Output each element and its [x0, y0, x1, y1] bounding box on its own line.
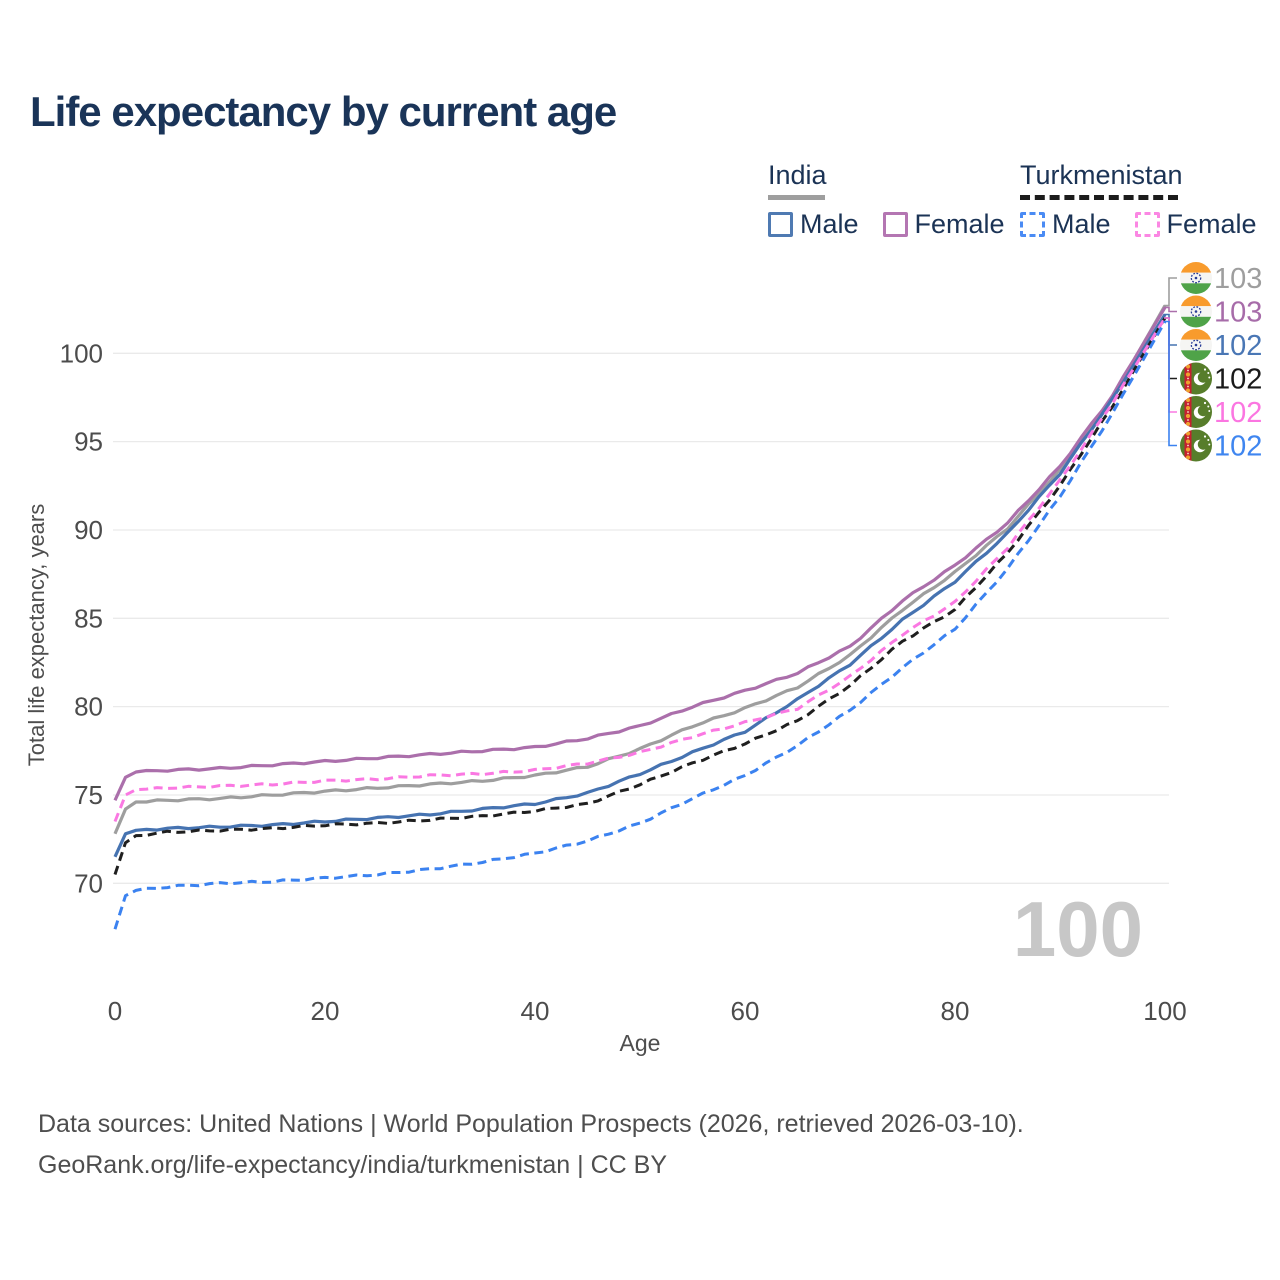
series-line-india-all[interactable] — [113, 304, 1167, 835]
y-tick-label-75: 75 — [74, 780, 103, 810]
india-male-swatch — [768, 212, 793, 237]
turkmenistan-female-swatch — [1134, 212, 1160, 237]
page-title: Life expectancy by current age — [30, 88, 617, 135]
legend-item-india-female[interactable]: Female — [882, 209, 1005, 240]
end-value-label-india-female: 103 — [1214, 297, 1262, 329]
x-tick-label-20: 20 — [311, 996, 340, 1026]
legend-label-india-female: Female — [914, 209, 1005, 239]
end-label-connector-india-female — [1164, 306, 1177, 313]
india-flag-icon — [1180, 295, 1212, 328]
series-line-turkmenistan-all[interactable] — [113, 317, 1167, 875]
end-value-label-india-all: 103 — [1214, 263, 1262, 295]
end-label-connector-turkmenistan-male — [1164, 320, 1177, 447]
series-line-india-male[interactable] — [113, 313, 1167, 858]
turkmenistan-flag-icon — [1180, 396, 1212, 428]
y-axis-title: Total life expectancy, years — [24, 504, 49, 767]
x-tick-label-80: 80 — [941, 996, 970, 1026]
y-tick-label-70: 70 — [74, 868, 103, 898]
legend-label-turkmenistan-male: Male — [1052, 209, 1111, 239]
y-tick-label-100: 100 — [60, 338, 103, 368]
x-tick-label-60: 60 — [731, 996, 760, 1026]
end-label-connector-turkmenistan-all — [1164, 317, 1177, 380]
x-tick-label-0: 0 — [108, 996, 122, 1026]
y-tick-label-90: 90 — [74, 515, 103, 545]
turkmenistan-line-style-swatch — [1020, 195, 1178, 200]
footer: Data sources: United Nations | World Pop… — [38, 1104, 1024, 1186]
india-female-swatch — [882, 212, 908, 237]
legend-group-turkmenistan: Turkmenistan Male Female — [1020, 160, 1257, 240]
watermark-age-100: 100 — [1013, 885, 1143, 973]
legend-group-india: India Male Female — [768, 160, 1005, 240]
x-tick-label-40: 40 — [521, 996, 550, 1026]
legend-item-india-male[interactable]: Male — [768, 209, 859, 240]
turkmenistan-flag-icon — [1180, 429, 1212, 462]
y-tick-label-85: 85 — [74, 603, 103, 633]
legend-label-india-male: Male — [800, 209, 859, 239]
y-tick-label-80: 80 — [74, 692, 103, 722]
x-axis-title: Age — [620, 1030, 661, 1056]
series-line-turkmenistan-male[interactable] — [113, 320, 1167, 930]
x-tick-label-100: 100 — [1143, 996, 1186, 1026]
turkmenistan-flag-icon — [1180, 362, 1212, 395]
india-flag-icon — [1180, 262, 1212, 294]
y-tick-label-95: 95 — [74, 427, 103, 457]
legend-country-turkmenistan[interactable]: Turkmenistan — [1020, 160, 1183, 190]
end-value-label-turkmenistan-male: 102 — [1214, 431, 1262, 463]
legend-item-turkmenistan-male[interactable]: Male — [1020, 209, 1111, 240]
india-line-style-swatch — [768, 195, 825, 200]
footer-data-sources: Data sources: United Nations | World Pop… — [38, 1110, 1024, 1138]
india-flag-icon — [1180, 329, 1212, 361]
end-label-connector-turkmenistan-female — [1164, 317, 1177, 413]
footer-attribution: GeoRank.org/life-expectancy/india/turkme… — [38, 1151, 668, 1179]
end-value-label-turkmenistan-female: 102 — [1214, 397, 1262, 429]
legend-item-turkmenistan-female[interactable]: Female — [1134, 209, 1257, 240]
series-line-india-female[interactable] — [113, 306, 1167, 801]
legend-label-turkmenistan-female: Female — [1166, 209, 1257, 239]
end-label-connector-india-all — [1164, 277, 1177, 307]
legend-country-india[interactable]: India — [768, 160, 827, 190]
end-value-label-india-male: 102 — [1214, 330, 1262, 362]
turkmenistan-male-swatch — [1020, 212, 1045, 237]
series-line-turkmenistan-female[interactable] — [113, 317, 1167, 823]
end-value-label-turkmenistan-all: 102 — [1214, 364, 1262, 396]
